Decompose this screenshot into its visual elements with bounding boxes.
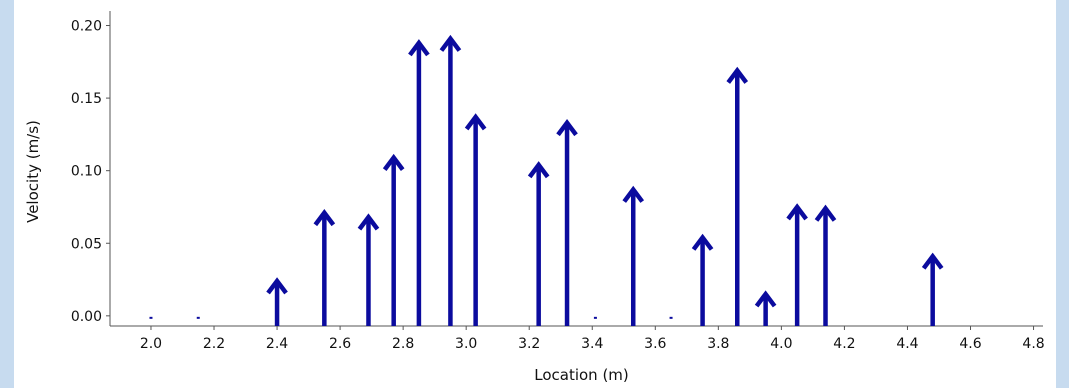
arrows bbox=[149, 34, 944, 326]
y-tick-label: 0.05 bbox=[71, 236, 102, 252]
y-axis-ticks: 0.00 0.05 0.10 0.15 0.20 bbox=[71, 19, 110, 325]
x-axis-title: Location (m) bbox=[534, 366, 629, 384]
velocity-arrow bbox=[921, 252, 944, 326]
y-tick-label: 0.15 bbox=[71, 91, 102, 107]
y-tick-label: 0.20 bbox=[71, 19, 102, 35]
plot-background bbox=[110, 11, 1043, 326]
velocity-arrow bbox=[382, 153, 405, 326]
velocity-arrow bbox=[408, 39, 430, 326]
velocity-arrow bbox=[527, 161, 550, 326]
x-tick-label: 3.0 bbox=[455, 336, 477, 352]
x-tick-label: 2.2 bbox=[203, 336, 225, 352]
x-tick-label: 4.2 bbox=[833, 336, 855, 352]
x-tick-label: 3.6 bbox=[644, 336, 666, 352]
velocity-arrow bbox=[439, 34, 462, 326]
x-tick-label: 2.0 bbox=[140, 336, 162, 352]
velocity-arrow bbox=[691, 233, 714, 326]
x-tick-label: 3.4 bbox=[581, 336, 603, 352]
y-tick-label: 0.10 bbox=[71, 164, 102, 180]
x-tick-label: 2.8 bbox=[392, 336, 414, 352]
y-axis-title: Velocity (m/s) bbox=[24, 120, 42, 223]
x-axis-ticks: 2.0 2.2 2.4 2.6 2.8 3.0 3.2 3.4 3.6 3.8 4.0 4.2 4.4 4… bbox=[140, 326, 1045, 352]
x-tick-label: 2.6 bbox=[329, 336, 351, 352]
y-tick-label: 0.00 bbox=[71, 309, 102, 325]
velocity-chart: 2.0 2.2 2.4 2.6 2.8 3.0 3.2 3.4 3.6 3.8 4.0 4.2 4.4 4… bbox=[24, 11, 1045, 384]
velocity-arrow bbox=[556, 119, 578, 326]
velocity-arrow bbox=[464, 113, 487, 326]
x-tick-label: 3.8 bbox=[707, 336, 729, 352]
velocity-arrow bbox=[786, 203, 808, 326]
x-tick-label: 2.4 bbox=[266, 336, 288, 352]
x-tick-label: 4.4 bbox=[896, 336, 918, 352]
x-tick-label: 4.6 bbox=[959, 336, 981, 352]
velocity-arrow bbox=[313, 209, 336, 326]
plot-area bbox=[109, 11, 1043, 327]
chart-frame: 2.0 2.2 2.4 2.6 2.8 3.0 3.2 3.4 3.6 3.8 4.0 4.2 4.4 4… bbox=[14, 0, 1056, 388]
velocity-arrow bbox=[357, 213, 380, 326]
velocity-arrow bbox=[754, 290, 777, 326]
x-tick-label: 4.8 bbox=[1022, 336, 1044, 352]
x-tick-label: 4.0 bbox=[770, 336, 792, 352]
velocity-arrow bbox=[726, 66, 749, 326]
velocity-arrow bbox=[622, 185, 645, 326]
x-tick-label: 3.2 bbox=[518, 336, 540, 352]
velocity-arrow bbox=[814, 204, 837, 326]
velocity-arrow bbox=[266, 277, 288, 326]
